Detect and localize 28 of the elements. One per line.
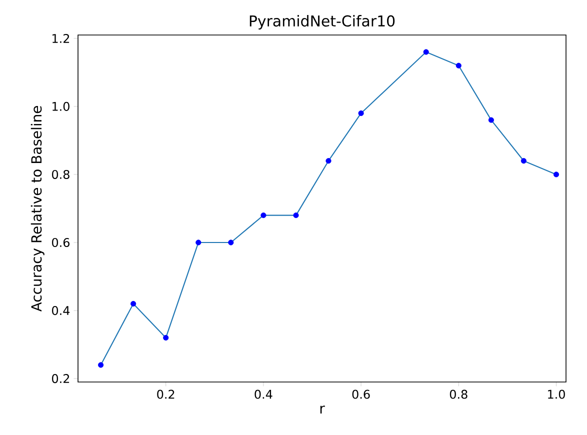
x-tick-label: 1.0 [548,390,565,399]
chart-title: PyramidNet-Cifar10 [250,15,395,30]
x-tick-label: 0.4 [254,390,272,399]
point [163,334,169,341]
point [293,212,299,218]
point [423,49,429,55]
y-tick-label: 0.6 [52,238,70,248]
point [326,158,332,164]
y-axis-title: Accuracy Relative to Baseline [30,106,44,312]
y-tick-label: 0.2 [52,374,70,384]
y-tick-label: 0.8 [52,170,70,179]
x-tick-label: 0.6 [352,390,370,399]
point [196,240,202,246]
point [456,62,462,68]
point [553,172,560,178]
point [228,240,234,246]
point [520,158,526,164]
y-tick-label: 0.4 [52,306,70,316]
point [98,362,104,368]
point [130,300,136,307]
point [358,110,364,116]
y-tick-label: 1.0 [52,102,70,111]
x-axis-title: r [320,406,325,414]
x-tick-label: 0.8 [450,390,468,399]
y-tick-label: 1.2 [52,34,70,43]
x-tick-label: 0.2 [157,390,174,399]
point [260,212,266,218]
point [488,117,494,123]
